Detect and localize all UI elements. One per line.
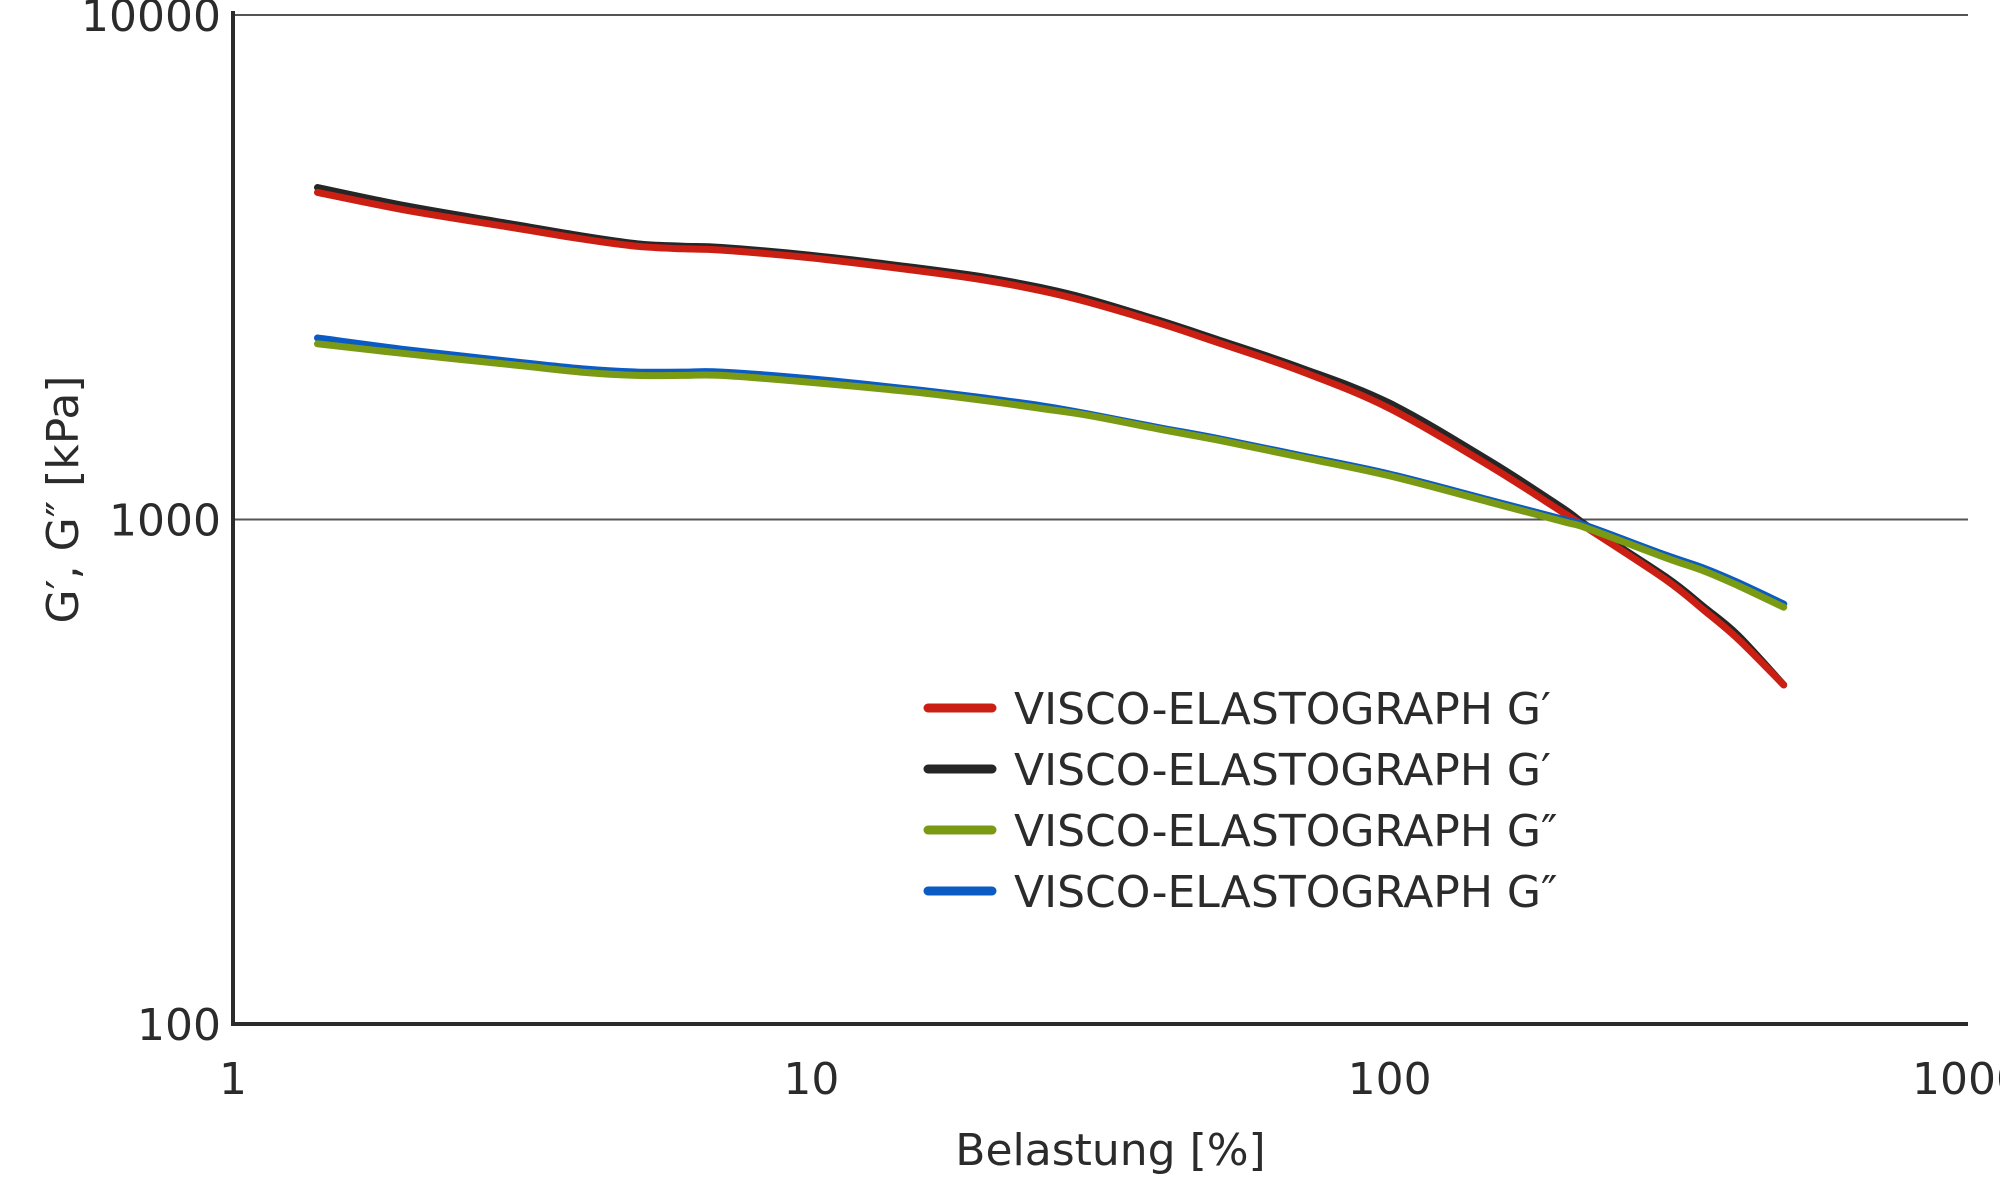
gridlines [233, 14, 1968, 521]
legend-label-3: VISCO-ELASTOGRAPH G″ [1014, 806, 1557, 857]
x-axis-title: Belastung [%] [955, 1125, 1265, 1176]
axes [231, 11, 1968, 1026]
y-tick-label: 1000 [109, 496, 221, 547]
legend: VISCO-ELASTOGRAPH G′ VISCO-ELASTOGRAPH G′… [923, 684, 1557, 918]
series-lines [314, 184, 1788, 689]
legend-label-1: VISCO-ELASTOGRAPH G′ [1014, 684, 1551, 735]
x-tick-label: 100 [1348, 1054, 1432, 1105]
legend-label-2: VISCO-ELASTOGRAPH G′ [1014, 745, 1551, 796]
y-tick-label: 100 [137, 1000, 221, 1051]
y-axis-title: G′, G″ [kPa] [38, 376, 89, 624]
series-line-1 [314, 188, 1788, 689]
x-tick-label: 1 [219, 1054, 247, 1105]
series-line-4 [314, 334, 1788, 608]
x-tick-label: 10 [783, 1054, 839, 1105]
tick-labels: 100 1000 10000 1 10 100 1000 [81, 0, 2000, 1105]
series-line-3 [314, 340, 1788, 611]
y-tick-label: 10000 [81, 0, 221, 42]
legend-label-4: VISCO-ELASTOGRAPH G″ [1014, 867, 1557, 918]
x-tick-label: 1000 [1912, 1054, 2000, 1105]
series-line-2 [314, 184, 1788, 689]
